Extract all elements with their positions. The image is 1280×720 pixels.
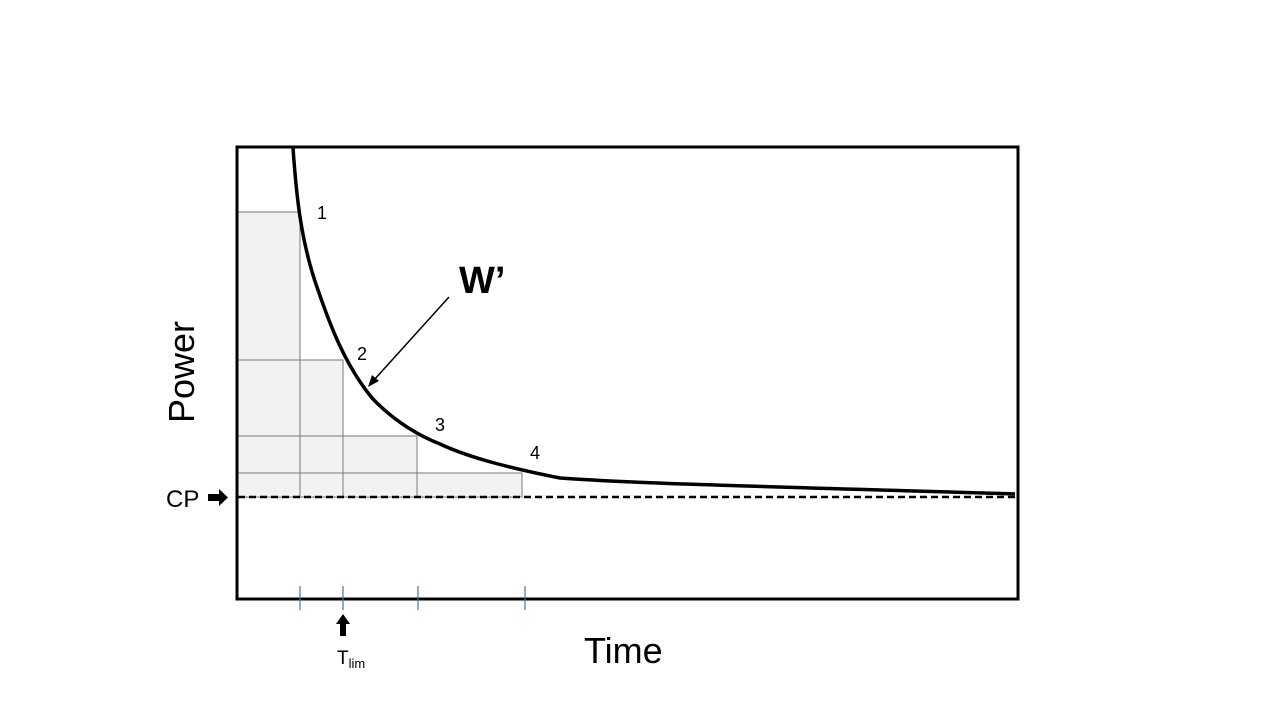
- point-label-3: 3: [435, 415, 445, 435]
- w-prime-arrow: [368, 296, 450, 387]
- tlim-arrow-icon: [336, 614, 350, 636]
- plot-frame: [235, 145, 1020, 601]
- tlim-main: T: [337, 648, 349, 669]
- w-prime-label: W’: [459, 260, 505, 302]
- point-label-2: 2: [357, 344, 367, 364]
- power-duration-curve: [291, 147, 1016, 496]
- grid-lines: [299, 212, 523, 497]
- point-label-4: 4: [530, 443, 540, 463]
- tlim-subscript: lim: [349, 656, 366, 671]
- x-axis-title: Time: [584, 630, 663, 671]
- y-axis-title: Power: [161, 321, 202, 423]
- tlim-label: Tlim: [337, 648, 365, 671]
- shaded-work-areas: [237, 211, 523, 498]
- work-rect-4: [237, 472, 523, 498]
- x-tick-marks: [299, 586, 526, 610]
- point-label-1: 1: [317, 203, 327, 223]
- cp-arrow-icon: [208, 489, 228, 506]
- cp-label: CP: [166, 486, 199, 513]
